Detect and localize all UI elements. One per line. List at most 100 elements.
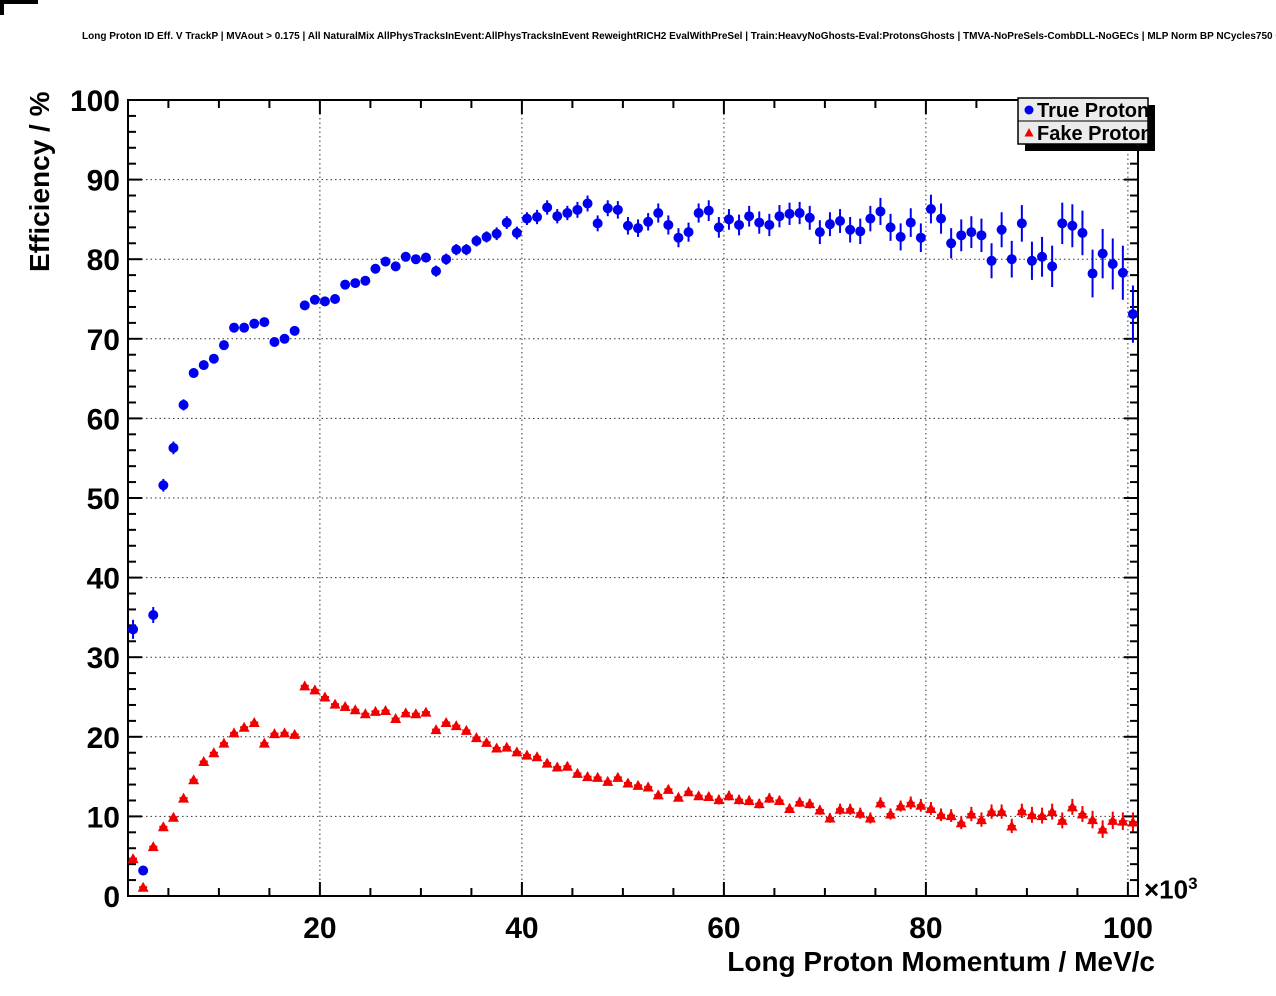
triangle-marker: [248, 716, 260, 727]
circle-marker: [875, 206, 886, 217]
data-point: [147, 841, 159, 852]
data-point: [996, 804, 1008, 819]
circle-marker: [239, 322, 250, 333]
data-point: [915, 798, 927, 812]
circle-marker: [936, 213, 947, 224]
triangle-marker: [975, 814, 987, 825]
data-point: [380, 256, 391, 267]
data-point: [299, 300, 310, 311]
circle-marker: [1097, 248, 1108, 259]
data-point: [602, 200, 613, 217]
data-point: [299, 680, 311, 691]
data-point: [460, 724, 472, 735]
data-point: [369, 705, 381, 716]
data-point: [763, 792, 775, 803]
circle-marker: [633, 223, 644, 234]
y-tick-label: 60: [87, 403, 120, 436]
circle-marker: [703, 205, 714, 216]
data-point: [390, 261, 401, 272]
triangle-marker: [1097, 823, 1109, 834]
data-point: [319, 691, 331, 702]
circle-marker: [754, 217, 765, 228]
circle-marker: [1067, 220, 1078, 231]
data-point: [986, 804, 998, 819]
data-point: [268, 728, 280, 739]
triangle-marker: [299, 680, 311, 691]
triangle-marker: [592, 771, 604, 782]
circle-marker: [552, 211, 563, 222]
data-point: [350, 278, 361, 289]
data-point: [844, 803, 856, 815]
triangle-marker: [551, 761, 563, 772]
data-point: [895, 800, 907, 812]
data-point: [218, 737, 230, 748]
circle-marker: [269, 336, 280, 347]
x-tick-label: 20: [303, 912, 336, 945]
circle-marker: [673, 232, 684, 243]
circle-marker: [713, 222, 724, 233]
data-point: [713, 794, 725, 805]
data-point: [794, 796, 806, 807]
data-point: [309, 684, 321, 695]
data-point: [1127, 285, 1138, 343]
circle-marker: [431, 266, 442, 277]
window-corner-artifact: [0, 0, 4, 15]
data-point: [835, 209, 846, 233]
triangle-marker: [430, 724, 442, 735]
data-point: [1097, 820, 1109, 838]
data-point: [551, 761, 563, 772]
circle-marker: [582, 198, 593, 209]
circle-marker: [835, 215, 846, 226]
x-tick-label: 60: [707, 912, 740, 945]
triangle-marker: [612, 771, 624, 782]
data-point: [541, 757, 553, 768]
data-point: [410, 708, 422, 719]
data-point: [662, 783, 674, 794]
data-point: [229, 322, 240, 333]
circle-marker: [178, 399, 189, 410]
data-point: [1026, 241, 1037, 280]
triangle-marker: [339, 701, 351, 712]
data-point: [683, 222, 694, 242]
data-point: [167, 811, 179, 822]
data-point: [359, 708, 371, 719]
triangle-marker: [582, 771, 594, 782]
data-point: [1107, 238, 1118, 290]
y-tick-label: 90: [87, 165, 120, 198]
data-point: [744, 205, 755, 227]
circle-marker: [158, 480, 169, 491]
data-point: [754, 211, 765, 234]
triangle-marker: [925, 802, 937, 813]
circle-marker: [1087, 268, 1098, 279]
data-point: [734, 214, 745, 236]
circle-marker: [289, 325, 300, 336]
triangle-marker: [440, 716, 452, 727]
triangle-marker: [642, 781, 654, 792]
triangle-marker: [1107, 814, 1119, 825]
circle-marker: [734, 219, 745, 230]
data-point: [622, 217, 633, 235]
legend-label: Fake Proton: [1037, 123, 1153, 145]
circle-marker: [451, 244, 462, 255]
x-axis-title: Long Proton Momentum / MeV/c: [727, 946, 1155, 977]
data-point: [834, 803, 846, 815]
circle-marker: [744, 211, 755, 222]
data-point: [764, 213, 775, 237]
circle-marker: [1107, 258, 1118, 269]
data-point: [521, 212, 532, 225]
triangle-marker: [541, 757, 553, 768]
circle-marker: [511, 227, 522, 238]
circle-marker: [370, 263, 381, 274]
data-point: [592, 215, 603, 232]
triangle-marker: [127, 853, 139, 864]
y-tick-label: 40: [87, 563, 120, 596]
circle-marker: [986, 255, 997, 266]
data-point: [965, 806, 977, 822]
data-point: [148, 607, 159, 623]
x-tick-label: 100: [1103, 912, 1153, 945]
data-point: [279, 727, 291, 738]
x-tick-label: 80: [909, 912, 942, 945]
data-point: [693, 203, 704, 223]
